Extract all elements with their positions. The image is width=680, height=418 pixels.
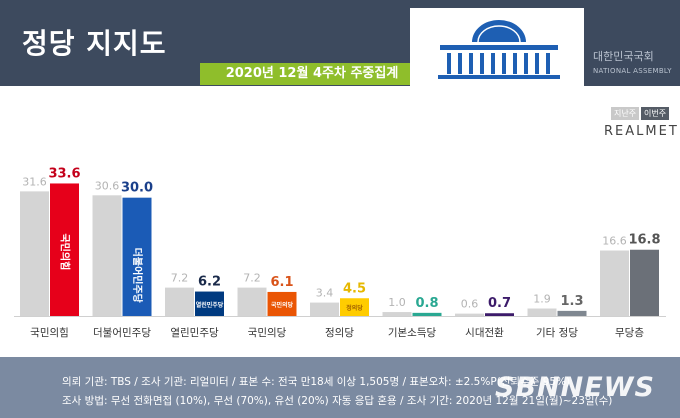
value-label-prev: 16.6 [602, 235, 627, 248]
legend-this-week: 이번주 [641, 107, 670, 120]
value-label-prev: 3.4 [316, 287, 334, 300]
party-logo-label: 국민의당 [271, 301, 294, 309]
bar-this-week [412, 312, 442, 316]
survey-info-line-1: 의뢰 기관: TBS / 조사 기관: 리얼미터 / 표본 수: 전국 만18세… [62, 376, 571, 388]
assembly-building-icon [438, 20, 560, 79]
value-label-this-week: 1.3 [560, 294, 583, 309]
national-assembly-logo [410, 8, 584, 86]
bar-prev-week [455, 313, 484, 316]
party-logo-label: 더불어민주당 [131, 248, 144, 304]
bar-this-week [340, 298, 369, 316]
bar-prev-week [382, 312, 412, 316]
value-label-prev: 0.6 [461, 298, 479, 311]
category-label: 열린민주당 [170, 327, 219, 339]
party-logo-label: 국민의힘 [59, 233, 72, 270]
source-logo: REALMETER [604, 124, 680, 139]
bar-prev-week [92, 195, 122, 316]
category-label: 국민의당 [248, 327, 287, 339]
page-title: 정당 지지도 [22, 27, 167, 60]
bar-this-week [630, 249, 659, 316]
value-label-this-week: 6.1 [270, 275, 293, 290]
bar-this-week [122, 197, 152, 316]
party-logo-label: 열린민주당 [196, 301, 224, 309]
value-label-prev: 1.9 [533, 293, 551, 306]
category-label: 기타 정당 [536, 327, 578, 339]
value-label-this-week: 16.8 [628, 233, 660, 248]
value-label-this-week: 0.8 [415, 296, 438, 311]
value-label-prev: 30.6 [95, 179, 120, 192]
value-label-prev: 7.2 [171, 272, 189, 285]
assembly-caption: 대한민국국회 NATIONAL ASSEMBLY [593, 48, 672, 75]
category-label: 정의당 [325, 327, 354, 339]
category-label: 무당층 [615, 327, 644, 339]
value-label-this-week: 30.0 [121, 181, 153, 196]
category-label: 더불어민주당 [93, 327, 151, 339]
bar-this-week [50, 183, 79, 316]
value-label-prev: 7.2 [243, 272, 261, 285]
survey-week-label: 2020년 12월 4주차 주중집계 [200, 63, 424, 85]
value-label-prev: 1.0 [388, 296, 406, 309]
assembly-name-en: NATIONAL ASSEMBLY [593, 67, 672, 75]
assembly-name-ko: 대한민국국회 [593, 50, 654, 63]
bar-this-week [557, 310, 587, 316]
legend-prev-week: 지난주 [611, 107, 640, 120]
value-label-this-week: 4.5 [343, 281, 366, 296]
survey-info-footer: 의뢰 기관: TBS / 조사 기관: 리얼미터 / 표본 수: 전국 만18세… [0, 357, 680, 418]
value-label-this-week: 33.6 [48, 166, 80, 181]
bar-prev-week [600, 250, 629, 316]
news-watermark: SBNNEWS [495, 372, 655, 403]
category-label: 국민의힘 [30, 327, 69, 339]
bar-prev-week [165, 287, 194, 316]
category-label: 기본소득당 [388, 327, 437, 339]
bar-this-week [267, 291, 297, 316]
bar-prev-week [237, 287, 267, 316]
bar-this-week [485, 313, 514, 316]
value-label-this-week: 6.2 [198, 275, 221, 290]
bar-prev-week [527, 308, 557, 316]
bar-prev-week [310, 302, 339, 316]
bar-this-week [195, 291, 224, 316]
value-label-this-week: 0.7 [488, 296, 511, 311]
bar-prev-week [20, 191, 49, 316]
value-label-prev: 31.6 [22, 175, 47, 188]
survey-info-line-2: 조사 방법: 무선 전화면접 (10%), 무선 (70%), 유선 (20%)… [62, 395, 613, 407]
party-logo-label: 정의당 [346, 304, 363, 312]
category-label: 시대전환 [465, 327, 504, 339]
